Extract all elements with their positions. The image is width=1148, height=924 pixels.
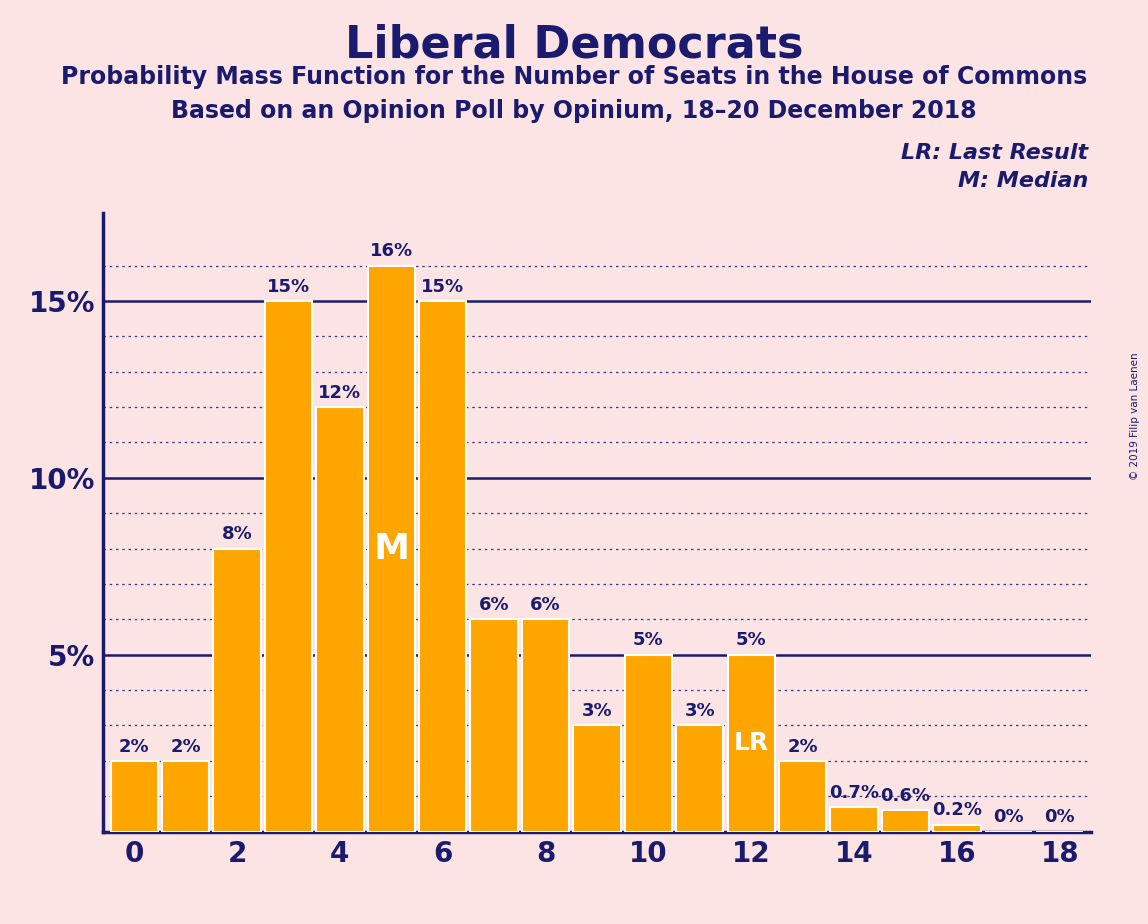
Text: 8%: 8% <box>222 525 253 543</box>
Text: Based on an Opinion Poll by Opinium, 18–20 December 2018: Based on an Opinion Poll by Opinium, 18–… <box>171 99 977 123</box>
Text: M: Median: M: Median <box>957 171 1088 191</box>
Bar <box>522 619 569 832</box>
Text: 6%: 6% <box>530 596 561 614</box>
Bar <box>625 655 672 832</box>
Bar <box>882 810 929 832</box>
Bar <box>214 549 261 832</box>
Text: 5%: 5% <box>633 631 664 650</box>
Text: M: M <box>373 531 410 565</box>
Text: 0%: 0% <box>1045 808 1075 826</box>
Text: 0.6%: 0.6% <box>881 787 931 805</box>
Bar <box>728 655 775 832</box>
Text: 0.2%: 0.2% <box>932 801 982 820</box>
Bar <box>162 760 209 832</box>
Text: 6%: 6% <box>479 596 510 614</box>
Text: 2%: 2% <box>788 737 819 756</box>
Text: 16%: 16% <box>370 242 413 261</box>
Bar <box>676 725 723 832</box>
Text: Liberal Democrats: Liberal Democrats <box>344 23 804 67</box>
Text: © 2019 Filip van Laenen: © 2019 Filip van Laenen <box>1130 352 1140 480</box>
Text: 0.7%: 0.7% <box>829 784 879 801</box>
Text: 15%: 15% <box>421 277 464 296</box>
Text: 12%: 12% <box>318 383 362 402</box>
Text: 5%: 5% <box>736 631 767 650</box>
Bar <box>779 760 827 832</box>
Text: LR: LR <box>734 731 769 755</box>
Text: 2%: 2% <box>170 737 201 756</box>
Bar <box>316 407 364 832</box>
Text: LR: Last Result: LR: Last Result <box>901 143 1088 164</box>
Bar <box>110 760 157 832</box>
Text: 0%: 0% <box>993 808 1024 826</box>
Bar <box>419 301 466 832</box>
Bar <box>573 725 621 832</box>
Bar <box>933 824 980 832</box>
Bar <box>471 619 518 832</box>
Bar <box>830 807 878 832</box>
Text: 3%: 3% <box>582 702 612 720</box>
Text: 2%: 2% <box>119 737 149 756</box>
Bar <box>367 265 414 832</box>
Text: 3%: 3% <box>684 702 715 720</box>
Text: 15%: 15% <box>266 277 310 296</box>
Bar <box>265 301 312 832</box>
Text: Probability Mass Function for the Number of Seats in the House of Commons: Probability Mass Function for the Number… <box>61 65 1087 89</box>
